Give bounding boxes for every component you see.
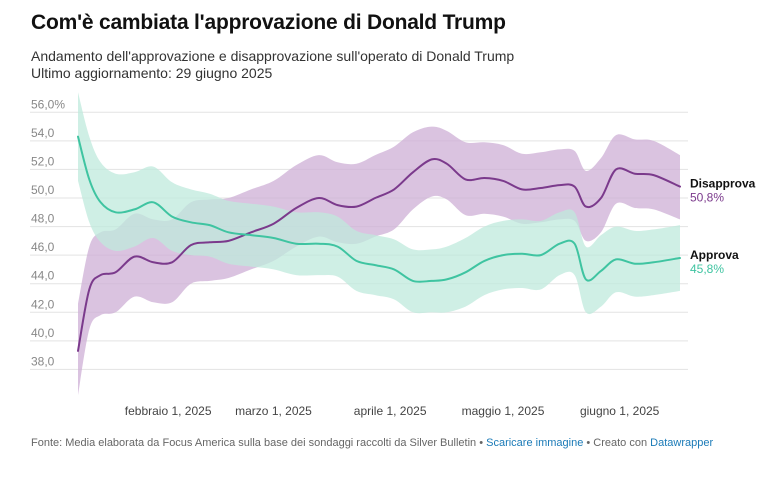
footer-separator: •: [476, 437, 487, 449]
source-note: Fonte: Media elaborata da Focus America …: [31, 437, 477, 449]
y-tick-label: 38,0: [31, 354, 55, 368]
y-tick-label: 40,0: [31, 326, 55, 340]
x-tick-label: marzo 1, 2025: [235, 404, 312, 418]
confidence-band-approve: [78, 92, 680, 315]
confidence-band-disapprove: [78, 126, 680, 396]
y-tick-label: 48,0: [31, 212, 55, 226]
download-image-link[interactable]: Scaricare immagine: [486, 437, 584, 449]
series-label-approve: Approva: [690, 248, 739, 262]
series-lines: [77, 135, 681, 352]
confidence-bands: [78, 92, 680, 396]
x-tick-label: maggio 1, 2025: [462, 404, 545, 418]
x-tick-label: giugno 1, 2025: [580, 404, 660, 418]
series-line-disapprove[interactable]: [77, 158, 681, 352]
y-tick-label: 56,0%: [31, 97, 65, 111]
series-value-approve: 45,8%: [690, 262, 724, 276]
y-tick-label: 44,0: [31, 269, 55, 283]
y-axis-ticks: 38,0 40,0 42,0 44,0 46,0 48,0 50,0 52,0 54,0 56,0…: [31, 97, 65, 368]
y-tick-label: 46,0: [31, 240, 55, 254]
datawrapper-link[interactable]: Datawrapper: [650, 437, 714, 449]
y-tick-label: 42,0: [31, 297, 55, 311]
footer: Fonte: Media elaborata da Focus America …: [31, 437, 713, 449]
chart-title: Com'è cambiata l'approvazione di Donald …: [31, 11, 506, 34]
y-tick-label: 54,0: [31, 126, 55, 140]
series-value-disapprove: 50,8%: [690, 191, 724, 205]
series-line-approve[interactable]: [77, 135, 681, 283]
x-tick-label: aprile 1, 2025: [354, 404, 427, 418]
y-tick-label: 50,0: [31, 183, 55, 197]
chart-subtitle: Andamento dell'approvazione e disapprova…: [31, 48, 514, 82]
series-label-disapprove: Disapprova: [690, 177, 756, 191]
subtitle-last-updated: Ultimo aggiornamento: 29 giugno 2025: [31, 65, 273, 81]
created-with-text: • Creato con: [583, 437, 651, 449]
x-axis-ticks: febbraio 1, 2025 marzo 1, 2025 aprile 1, 2…: [125, 404, 660, 418]
y-tick-label: 52,0: [31, 154, 55, 168]
x-tick-label: febbraio 1, 2025: [125, 404, 212, 418]
subtitle-description: Andamento dell'approvazione e disapprova…: [31, 48, 515, 64]
